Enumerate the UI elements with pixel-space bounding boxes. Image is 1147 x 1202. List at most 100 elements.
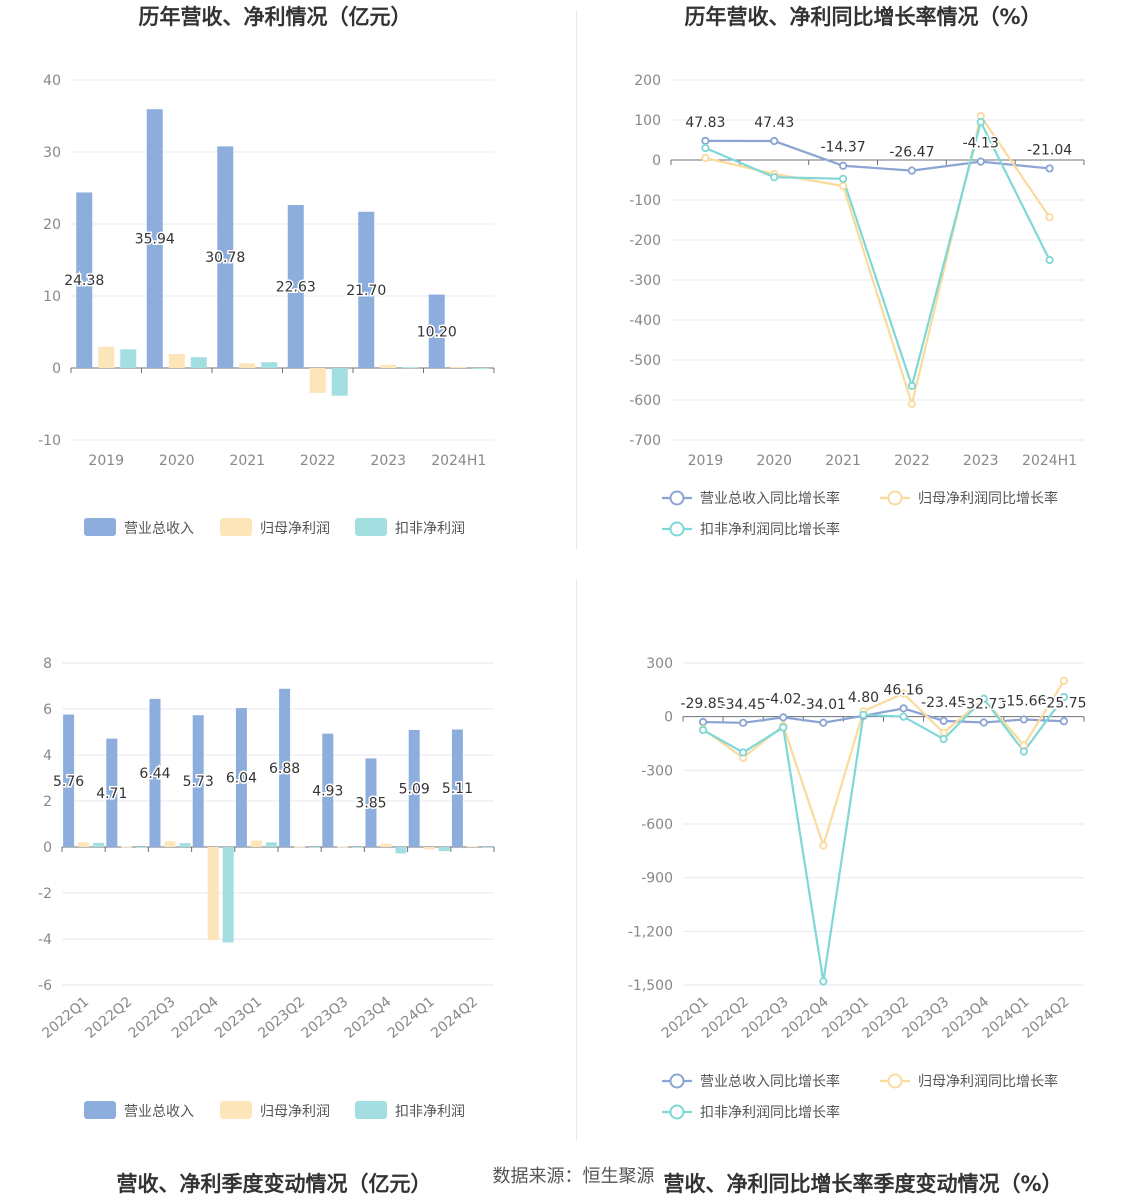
y-tick-label: 40 bbox=[43, 73, 61, 89]
data-label: 35.94 bbox=[135, 232, 175, 248]
legend-label: 归母净利润同比增长率 bbox=[918, 1073, 1058, 1090]
data-point bbox=[939, 716, 948, 725]
legend-swatch bbox=[84, 1101, 116, 1119]
series-line-deducted-profit-growth bbox=[702, 696, 1065, 982]
bar-deducted-profit bbox=[309, 847, 321, 848]
bar-net-profit bbox=[380, 364, 397, 368]
y-tick-label: 30 bbox=[43, 145, 61, 161]
data-point bbox=[907, 166, 917, 175]
legend-marker bbox=[669, 1104, 685, 1120]
bar-net-profit bbox=[337, 846, 349, 848]
data-point bbox=[739, 718, 748, 727]
y-tick-label: -300 bbox=[641, 763, 673, 779]
data-point bbox=[939, 734, 948, 744]
data-label: 4.93 bbox=[312, 783, 343, 799]
bar-net-profit bbox=[423, 847, 435, 850]
y-tick-label: 0 bbox=[664, 710, 673, 726]
x-tick-label: 2022Q3 bbox=[126, 994, 179, 1042]
legend-swatch bbox=[355, 1101, 387, 1119]
bar-revenue bbox=[451, 729, 463, 847]
y-tick-label: 200 bbox=[634, 73, 661, 89]
y-tick-label: -2 bbox=[38, 886, 52, 902]
data-point bbox=[701, 153, 710, 163]
data-point bbox=[1045, 213, 1054, 222]
bar-net-profit bbox=[450, 366, 467, 368]
legend-label: 营业总收入同比增长率 bbox=[700, 490, 840, 507]
series-line-deducted-profit-growth bbox=[704, 118, 1051, 390]
y-tick-label: -4 bbox=[38, 932, 52, 948]
y-tick-label: -100 bbox=[629, 193, 661, 209]
legend-marker bbox=[669, 521, 685, 537]
bar-deducted-profit bbox=[438, 847, 450, 852]
data-label: 5.09 bbox=[399, 781, 430, 797]
series-line-net-profit-growth bbox=[702, 680, 1065, 850]
data-point bbox=[779, 723, 788, 732]
bar-deducted-profit bbox=[190, 357, 207, 368]
data-label: 4.80 bbox=[848, 690, 879, 706]
y-tick-label: 10 bbox=[43, 289, 61, 305]
bar-net-profit bbox=[380, 843, 392, 847]
chart-title: 历年营收、净利同比增长率情况（%） bbox=[684, 5, 1041, 29]
chart-svg: 营收、净利季度变动情况（亿元）-6-4-2024682022Q12022Q220… bbox=[38, 656, 495, 1196]
annual-revenue-profit-chart: 历年营收、净利情况（亿元） -10 0 10 20 30 40 2019 2020 2021 202… bbox=[0, 0, 573, 583]
legend-swatch bbox=[355, 518, 387, 536]
data-point bbox=[701, 136, 710, 145]
data-label: 4.71 bbox=[96, 786, 127, 802]
bar-revenue bbox=[428, 294, 445, 368]
data-label: 10.20 bbox=[417, 324, 457, 340]
x-tick-label: 2023 bbox=[963, 453, 999, 469]
data-label: 46.16 bbox=[884, 682, 924, 698]
bar-deducted-profit bbox=[481, 847, 493, 848]
data-label: -29.85 bbox=[680, 696, 725, 712]
data-point bbox=[907, 381, 917, 391]
data-point bbox=[770, 173, 779, 182]
data-point bbox=[1059, 717, 1069, 726]
y-tick-label: -900 bbox=[641, 871, 673, 887]
data-label: 6.88 bbox=[269, 761, 300, 777]
legend-marker bbox=[669, 1073, 685, 1089]
x-tick-label: 2020 bbox=[756, 453, 792, 469]
data-point bbox=[899, 712, 908, 721]
bar-revenue bbox=[63, 714, 75, 847]
x-tick-label: 2019 bbox=[688, 453, 724, 469]
data-label: -34.01 bbox=[801, 697, 846, 713]
y-tick-label: -500 bbox=[629, 353, 661, 369]
data-label: -4.02 bbox=[765, 691, 801, 707]
bar-net-profit bbox=[250, 840, 262, 847]
x-tick-label: 2022 bbox=[894, 453, 930, 469]
y-tick-label: 100 bbox=[634, 113, 661, 129]
data-point bbox=[979, 694, 988, 703]
x-tick-label: 2022Q4 bbox=[169, 994, 222, 1042]
data-label: 22.63 bbox=[276, 280, 316, 296]
bar-revenue bbox=[365, 758, 377, 847]
data-point bbox=[976, 117, 985, 127]
bar-net-profit bbox=[294, 846, 306, 848]
bar-net-profit bbox=[466, 846, 478, 848]
quarterly-growth-rate-chart: 营收、净利同比增长率季度变动情况（%） -1,500 -1,200 -900 -600 -… bbox=[574, 583, 1147, 1196]
legend-swatch bbox=[220, 518, 252, 536]
data-point bbox=[770, 136, 779, 146]
data-label: 5.73 bbox=[183, 774, 214, 790]
chart-svg: 历年营收、净利情况（亿元） -10 0 10 20 30 40 2019 2020 2021 202… bbox=[38, 5, 495, 537]
y-tick-label: -1,500 bbox=[628, 978, 673, 994]
y-tick-label: 4 bbox=[43, 748, 52, 764]
x-tick-label: 2024Q2 bbox=[428, 994, 481, 1042]
bar-revenue bbox=[192, 715, 204, 847]
data-point bbox=[1019, 715, 1028, 724]
legend-label: 归母净利润 bbox=[260, 520, 330, 537]
data-label: -26.47 bbox=[889, 145, 934, 161]
y-tick-label: -10 bbox=[38, 433, 61, 449]
bar-revenue bbox=[322, 733, 334, 847]
data-point bbox=[1059, 676, 1069, 685]
legend-label: 归母净利润 bbox=[260, 1103, 330, 1120]
data-point bbox=[979, 718, 988, 727]
bar-deducted-profit bbox=[265, 842, 277, 847]
series-line-revenue-growth bbox=[705, 139, 1050, 172]
data-point bbox=[819, 718, 828, 727]
bar-net-profit bbox=[309, 368, 326, 393]
x-tick-label: 2019 bbox=[88, 453, 124, 469]
data-label: -14.37 bbox=[821, 140, 866, 156]
annual-growth-rate-chart: 历年营收、净利同比增长率情况（%） -700 -600 -500 -400 -300 -20… bbox=[574, 0, 1147, 583]
bar-net-profit bbox=[121, 846, 133, 848]
x-tick-label: 2021 bbox=[825, 453, 861, 469]
